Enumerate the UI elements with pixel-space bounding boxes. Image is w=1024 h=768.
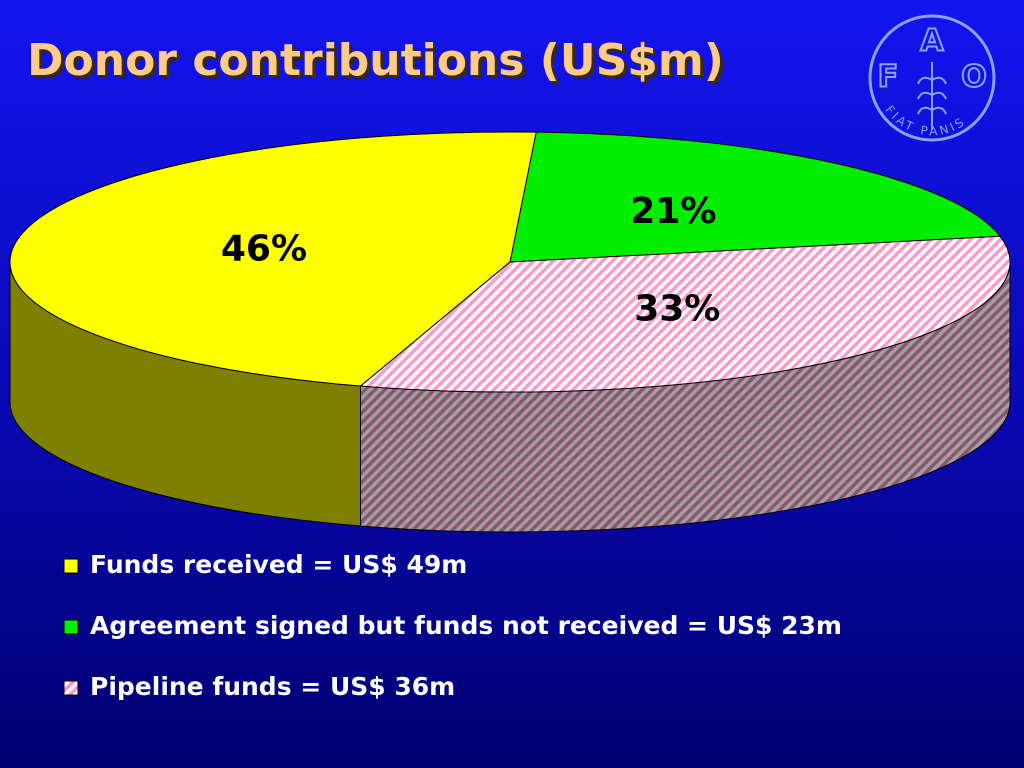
pie-slice (9, 131, 537, 387)
pie-slice (359, 235, 1011, 393)
chart-title: Donor contributions (US$m) (27, 35, 724, 86)
legend-label: Agreement signed but funds not received … (90, 611, 842, 640)
logo-letter: F (878, 60, 899, 95)
logo: F A O FIAT PANIS (868, 14, 996, 142)
legend-label: Pipeline funds = US$ 36m (90, 672, 455, 701)
data-label: 33% (634, 288, 720, 329)
logo-ring (868, 14, 996, 142)
pie-slice (509, 131, 1002, 263)
legend-swatch (63, 680, 79, 696)
legend-swatch (63, 619, 79, 635)
pie: 21% 33% 46% (9, 131, 1011, 533)
legend-label: Funds received = US$ 49m (90, 550, 467, 579)
logo-letter: A (920, 24, 944, 59)
data-label: 21% (630, 191, 716, 232)
logo-wheat (917, 62, 947, 130)
data-label: 46% (221, 228, 307, 269)
legend: Funds received = US$ 49m Agreement signed… (63, 550, 842, 701)
title-shadow: Donor contributions (US$m) (30, 38, 727, 89)
legend-swatch (63, 558, 79, 574)
logo-letter: O (961, 60, 987, 95)
